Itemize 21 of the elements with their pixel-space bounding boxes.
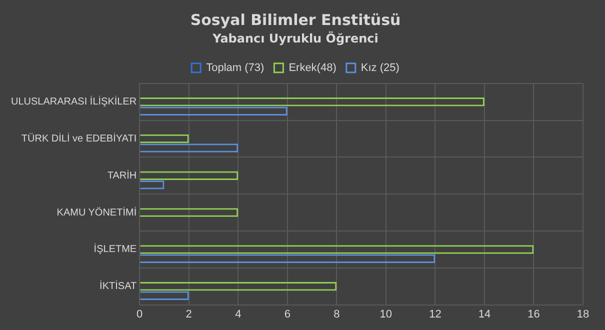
x-tick-label: 16 xyxy=(528,308,540,320)
chart-subtitle: Yabancı Uyruklu Öğrenci xyxy=(212,30,378,46)
x-tick-label: 2 xyxy=(186,308,192,320)
legend-label: Kız (25) xyxy=(360,62,400,74)
x-tick-label: 18 xyxy=(576,308,590,320)
legend-label: Erkek(48) xyxy=(288,62,336,74)
x-tick-label: 14 xyxy=(478,308,491,320)
x-tick-label: 10 xyxy=(380,308,392,320)
y-tick-label: TARİH xyxy=(107,169,137,182)
x-tick-label: 0 xyxy=(136,308,143,320)
x-tick-label: 8 xyxy=(334,308,340,320)
x-tick-label: 12 xyxy=(429,308,442,320)
y-tick-label: İŞLETME xyxy=(94,243,137,256)
y-tick-label: TÜRK DİLİ ve EDEBİYATI xyxy=(21,132,137,144)
y-tick-label: KAMU YÖNETİMİ xyxy=(56,206,137,218)
x-tick-label: 4 xyxy=(235,308,242,320)
legend-label: Toplam (73) xyxy=(206,62,264,74)
y-tick-label: ULUSLARARASI İLİŞKİLER xyxy=(10,96,137,108)
chart-title: Sosyal Bilimler Enstitüsü xyxy=(190,10,401,29)
y-tick-label: İKTİSAT xyxy=(100,280,137,292)
x-tick-label: 6 xyxy=(284,308,290,320)
